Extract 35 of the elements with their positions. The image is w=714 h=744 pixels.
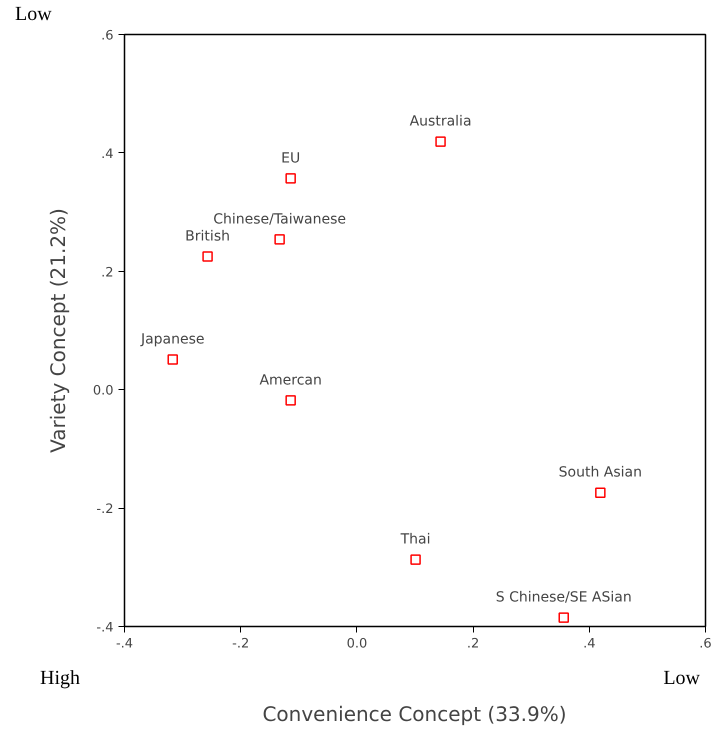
point [595,487,606,498]
series-label: South Asian [558,464,642,481]
x-tick-label: 0.0 [346,636,368,652]
x-tick-label: .4 [583,636,596,652]
series-label: S Chinese/SE ASian [496,590,632,606]
y-tick-label: -.4 [96,620,114,636]
text: High [40,666,80,691]
point [274,234,285,245]
point [435,136,446,147]
series-label: Japanese [140,332,205,348]
y-tick-label: -.2 [96,502,114,518]
series-label: Amercan [259,372,322,388]
x-tick-label: .6 [699,636,712,652]
text: Low [663,666,700,691]
x-tick-label: .2 [466,636,480,652]
point [285,173,296,184]
series-label: Australia [410,114,472,130]
series-label: Chinese/Taiwanese [213,211,346,228]
text: Low [15,2,52,27]
x-axis-title: Convenience Concept (33.9%) [262,701,567,728]
y-axis-title: Variety Concept (21.2%) [46,208,70,453]
point [202,251,213,262]
point [167,354,178,365]
y-tick-label: 0.0 [92,384,114,399]
y-tick-label: .2 [101,265,114,280]
series-label: EU [281,150,300,166]
point [410,554,421,565]
y-tick-label: .4 [101,146,114,162]
x-tick-label: -.2 [232,636,250,652]
y-tick-label: .6 [101,28,114,44]
series-label: Thai [400,532,431,548]
series-label: British [185,228,230,244]
point [285,395,296,406]
point [558,612,569,623]
x-tick-label: -.4 [116,636,134,652]
